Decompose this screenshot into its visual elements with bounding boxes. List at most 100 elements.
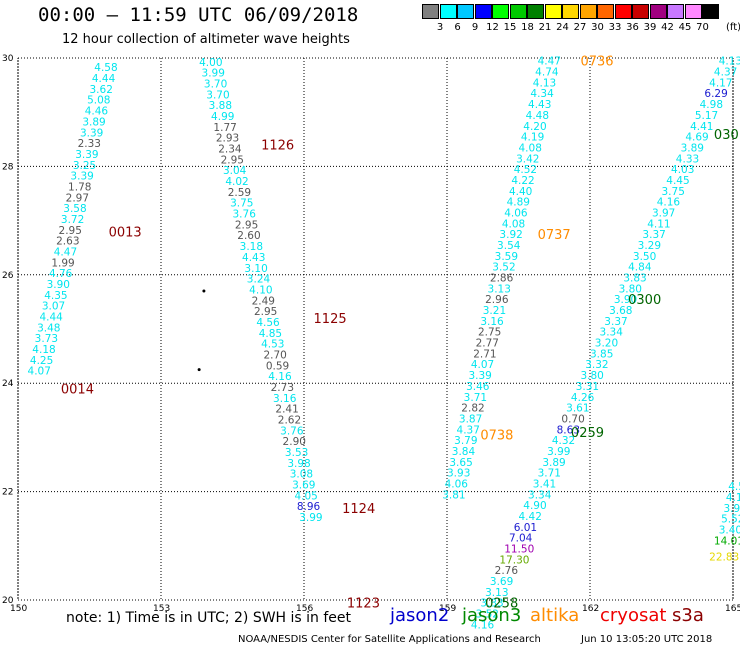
swh-value: 4.07 [471, 359, 494, 371]
swh-value: 3.41 [533, 478, 556, 490]
swh-value: 2.59 [228, 187, 251, 199]
swh-value: 3.99 [299, 512, 322, 524]
legend-label: 36 [626, 22, 639, 33]
swh-value: 2.71 [473, 348, 496, 360]
swh-value: 3.72 [61, 214, 84, 226]
swh-value: 3.69 [490, 576, 513, 588]
lat-tick-label: 30 [2, 54, 14, 64]
swh-value: 4.26 [571, 392, 595, 404]
swh-value: 4.69 [685, 132, 708, 144]
swh-value: 3.62 [90, 84, 113, 96]
swh-value: 3.34 [528, 489, 552, 501]
swh-value: 3.25 [73, 160, 96, 172]
swh-value: 4.11 [647, 218, 670, 230]
swh-value: 2.86 [490, 273, 514, 285]
swh-value: 4.44 [92, 73, 116, 85]
swh-value: 3.69 [292, 480, 315, 492]
swh-value: 2.33 [78, 138, 101, 150]
swh-value: 3.53 [285, 447, 308, 459]
swh-value: 3.81 [442, 489, 465, 501]
swh-value: 4.58 [94, 62, 117, 74]
swh-value: 3.61 [566, 403, 589, 415]
pass-time-label: 0300 [628, 293, 661, 308]
swh-value: 3.21 [483, 305, 506, 317]
map-title: 00:00 – 11:59 UTC 06/09/2018 [38, 4, 359, 26]
swh-value: 4.00 [199, 57, 222, 69]
legend-label: 24 [556, 22, 569, 33]
swh-value: 3.99 [202, 68, 225, 80]
swh-value: 3.80 [619, 283, 642, 295]
swh-value: 2.90 [283, 436, 306, 448]
swh-value: 3.40 [719, 525, 740, 537]
swh-value: 4.76 [49, 268, 73, 280]
swh-value: 6.29 [704, 88, 727, 100]
swh-value: 2.97 [66, 192, 89, 204]
legend-swatch [702, 4, 719, 19]
swh-value: 4.05 [294, 490, 317, 502]
swh-value: 3.65 [449, 457, 472, 469]
swh-value: 4.25 [30, 355, 53, 367]
swh-value: 3.37 [604, 316, 627, 328]
legend-label: 27 [573, 22, 587, 33]
swh-value: 3.39 [75, 149, 98, 161]
legend-swatch [684, 4, 702, 19]
legend-swatch [579, 4, 597, 19]
swh-value: 2.73 [271, 382, 294, 394]
swh-value: 2.60 [237, 230, 260, 242]
swh-value: 4.13 [719, 56, 740, 68]
legend-swatch [544, 4, 562, 19]
pass-time-label: 0259 [571, 426, 604, 441]
swh-value: 2.95 [221, 154, 244, 166]
swh-value: 4.43 [528, 99, 551, 111]
swh-value: 3.75 [230, 198, 253, 210]
legend-swatch [597, 4, 614, 19]
swh-value: 4.56 [256, 317, 280, 329]
point-marker [197, 368, 201, 372]
swh-value: 8.96 [297, 501, 321, 513]
swh-value: 4.06 [504, 207, 528, 219]
swh-value: 3.79 [454, 435, 477, 447]
swh-value: 1.99 [51, 257, 74, 269]
swh-value: 5.52 [721, 514, 740, 526]
swh-value: 4.16 [657, 197, 681, 209]
swh-value: 11.50 [504, 544, 534, 556]
swh-value: 5.17 [695, 110, 718, 122]
swh-value: 4.34 [530, 88, 554, 100]
pass-time-labels: 0013 0014 1126 1125 1124 1123 0736 0737 0738 0301… [61, 55, 740, 612]
swh-value: 2.77 [476, 338, 499, 350]
swh-value: 3.04 [223, 165, 247, 177]
pass-time-label: 0738 [480, 429, 513, 444]
swh-value: 4.19 [521, 132, 544, 144]
swh-value: 3.59 [495, 251, 518, 263]
swh-value: 14.01 [714, 535, 740, 547]
swh-value: 1.78 [68, 181, 91, 193]
point-marker [202, 289, 206, 293]
satellite-jason3: jason3 [462, 605, 522, 626]
satellite-altika: altika [530, 605, 580, 626]
pass-time-label: 0737 [538, 228, 571, 243]
swh-value: 3.88 [209, 100, 232, 112]
swh-value: 4.43 [242, 252, 265, 264]
swh-value: 3.99 [547, 446, 570, 458]
legend-label: 3 [436, 22, 444, 33]
swh-value: 4.33 [676, 153, 699, 165]
credit-line: NOAA/NESDIS Center for Satellite Applica… [238, 634, 541, 645]
swh-value: 4.07 [28, 366, 51, 378]
pass-time-label: 0258 [485, 597, 518, 612]
swh-value: 4.99 [211, 111, 234, 123]
swh-value: 3.39 [468, 370, 491, 382]
swh-value: 3.52 [492, 262, 515, 274]
swh-value: 3.31 [576, 381, 599, 393]
swh-value: 3.10 [244, 263, 267, 275]
swh-value: 3.85 [590, 348, 613, 360]
swh-value: 0.59 [266, 360, 289, 372]
swh-value: 3.75 [662, 186, 685, 198]
swh-value: 2.95 [59, 225, 82, 237]
swh-value: 4.18 [32, 344, 55, 356]
legend-swatch [527, 4, 544, 19]
satellite-cryosat: cryosat [600, 605, 667, 626]
swh-value: 2.41 [275, 404, 298, 416]
swh-value: 3.52 [476, 609, 499, 621]
swh-value: 3.80 [580, 370, 603, 382]
